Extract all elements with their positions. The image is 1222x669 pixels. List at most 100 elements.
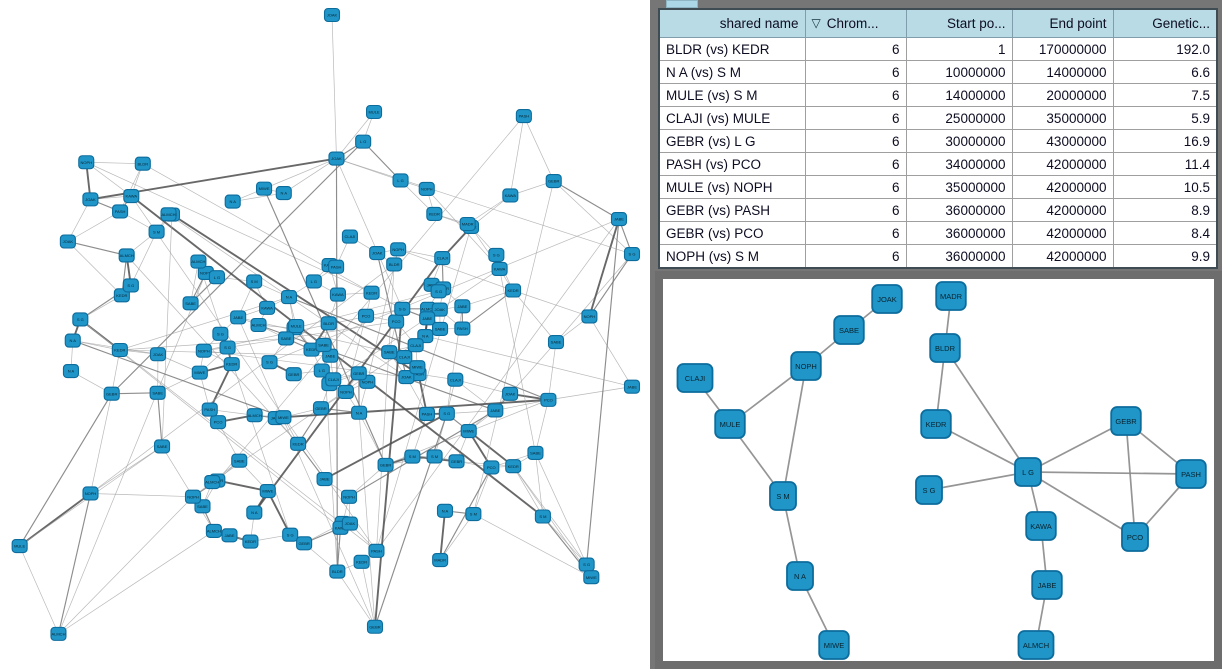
node[interactable]: N A: [275, 186, 292, 201]
node-shape[interactable]: [210, 415, 227, 430]
node[interactable]: JABE: [610, 212, 628, 227]
cell-value[interactable]: 30000000: [905, 129, 1013, 153]
node[interactable]: S M: [465, 506, 482, 522]
node[interactable]: S G: [430, 284, 447, 299]
node-shape[interactable]: [316, 471, 333, 487]
node[interactable]: JOAK: [323, 7, 341, 23]
edge[interactable]: [376, 226, 472, 551]
cell-value[interactable]: 6: [804, 37, 907, 61]
column-header-startpo[interactable]: Start po...: [905, 8, 1013, 38]
node-shape[interactable]: [275, 186, 292, 201]
edge[interactable]: [376, 264, 395, 551]
node[interactable]: KEDR: [363, 285, 380, 300]
node[interactable]: KEDR: [290, 436, 307, 451]
edge[interactable]: [535, 452, 544, 517]
node[interactable]: GEBR: [366, 619, 384, 634]
node[interactable]: L G: [313, 363, 330, 378]
node[interactable]: GEBR: [312, 401, 330, 416]
column-header-genetic[interactable]: Genetic...: [1112, 8, 1218, 38]
cell-shared-name[interactable]: N A (vs) S M: [658, 60, 806, 84]
node[interactable]: PCO: [357, 308, 375, 323]
node[interactable]: JABE: [454, 299, 471, 314]
node-shape[interactable]: [149, 385, 166, 400]
cell-value[interactable]: 6: [804, 83, 907, 107]
node[interactable]: JOAK: [369, 245, 386, 261]
edge[interactable]: [19, 492, 92, 547]
node[interactable]: JABE: [230, 310, 247, 325]
node-shape[interactable]: [50, 626, 67, 641]
node-shape[interactable]: [623, 247, 641, 262]
node-shape[interactable]: [290, 436, 307, 451]
cell-value[interactable]: 42000000: [1011, 221, 1114, 245]
node-shape[interactable]: [369, 245, 386, 261]
cell-value[interactable]: 14000000: [905, 83, 1013, 107]
node[interactable]: SABE: [527, 445, 544, 460]
node-shape[interactable]: [288, 318, 305, 334]
edge[interactable]: [509, 341, 557, 395]
node-shape[interactable]: [1017, 630, 1055, 660]
node[interactable]: BLDR: [386, 257, 403, 272]
node-shape[interactable]: [223, 357, 240, 372]
node[interactable]: MADR: [459, 216, 476, 232]
edge[interactable]: [232, 192, 284, 202]
node-shape[interactable]: [123, 188, 140, 204]
node[interactable]: S G: [122, 278, 139, 293]
edge[interactable]: [227, 321, 397, 348]
edge[interactable]: [439, 510, 446, 561]
node[interactable]: BLDR: [134, 156, 151, 171]
edge[interactable]: [523, 115, 555, 182]
node[interactable]: NOPH: [337, 384, 354, 399]
node-shape[interactable]: [871, 284, 903, 314]
node[interactable]: MIWE: [275, 410, 292, 425]
node-shape[interactable]: [769, 481, 797, 511]
edge-LG-GEBR[interactable]: [1027, 420, 1127, 473]
node[interactable]: N A: [246, 505, 263, 520]
node-shape[interactable]: [149, 347, 167, 362]
node[interactable]: JABE: [221, 528, 238, 543]
edge[interactable]: [335, 158, 338, 572]
node[interactable]: PCO: [388, 314, 405, 329]
edge-GEBR-PCO[interactable]: [1125, 420, 1136, 538]
node-shape[interactable]: [1031, 570, 1063, 600]
node-shape[interactable]: [118, 248, 135, 263]
node-shape[interactable]: [935, 281, 967, 311]
node-shape[interactable]: [153, 439, 171, 454]
node[interactable]: S M: [246, 274, 263, 289]
node-GEBR[interactable]: GEBR: [1110, 406, 1142, 436]
edge-BLDR-LG[interactable]: [944, 347, 1029, 473]
node-shape[interactable]: [430, 284, 447, 299]
node[interactable]: MULE: [288, 318, 305, 334]
node-BLDR[interactable]: BLDR: [929, 333, 961, 363]
node-shape[interactable]: [231, 453, 248, 468]
node-shape[interactable]: [246, 408, 263, 423]
node-shape[interactable]: [221, 528, 238, 543]
edge[interactable]: [548, 342, 557, 400]
table-row[interactable]: GEBR (vs) PASH 6 36000000 42000000 8.9: [658, 198, 1218, 222]
node[interactable]: S G: [438, 406, 455, 421]
cell-value[interactable]: 6.6: [1112, 60, 1218, 84]
edge[interactable]: [130, 231, 157, 286]
edge[interactable]: [161, 446, 194, 497]
node[interactable]: KEDR: [242, 534, 259, 549]
node-shape[interactable]: [278, 331, 295, 346]
cell-value[interactable]: 10.5: [1112, 175, 1218, 199]
node-shape[interactable]: [491, 261, 508, 277]
node-shape[interactable]: [431, 302, 448, 317]
edge-NOPH-SM[interactable]: [782, 365, 807, 497]
node[interactable]: L G: [208, 270, 226, 285]
node-shape[interactable]: [259, 484, 276, 499]
node-shape[interactable]: [357, 308, 375, 323]
cell-value[interactable]: 6: [804, 221, 907, 245]
cell-value[interactable]: 36000000: [905, 221, 1013, 245]
node-shape[interactable]: [312, 401, 330, 416]
node[interactable]: MIWE: [460, 423, 477, 439]
cell-value[interactable]: 9.9: [1112, 244, 1218, 269]
edge[interactable]: [473, 180, 555, 515]
edge[interactable]: [19, 545, 59, 635]
edge[interactable]: [553, 180, 620, 220]
node-shape[interactable]: [381, 345, 398, 360]
edge[interactable]: [263, 158, 337, 189]
edge[interactable]: [586, 219, 620, 565]
node-shape[interactable]: [540, 392, 557, 407]
cell-value[interactable]: 42000000: [1011, 152, 1114, 176]
